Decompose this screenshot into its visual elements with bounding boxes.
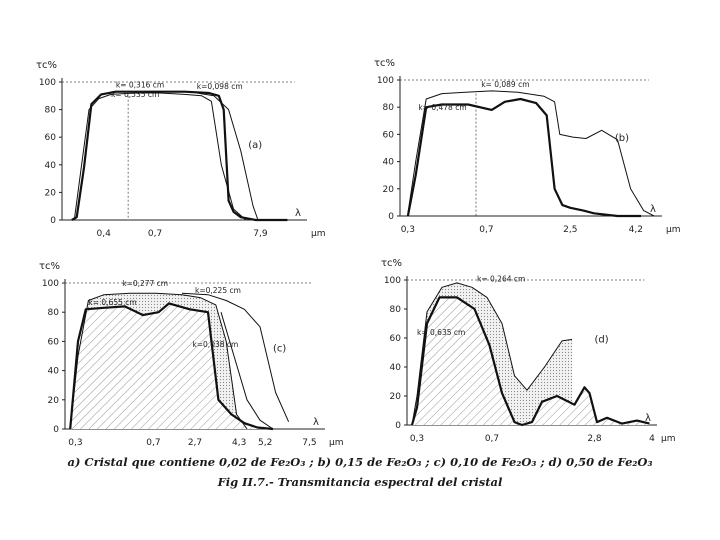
panel-label: (d) [595,334,609,345]
series-label: k= 0,089 cm [481,80,529,89]
y-tick-label: 100 [377,76,394,86]
y-tick-label: 0 [395,421,401,431]
x-tick-label: 2,7 [188,438,202,448]
hatched-area [70,303,273,429]
y-axis-label: τc% [36,60,57,71]
series-line-a-2 [73,92,247,221]
series-label: k=0,277 cm [122,279,168,288]
series-line-b-1 [407,90,655,217]
y-tick-label: 20 [48,396,60,406]
x-tick-label: 5,2 [258,438,272,448]
x-tick-label: 0,7 [146,438,160,448]
series-label: k= 0,264 cm [477,274,525,283]
series-line-d-1 [411,282,573,426]
x-tick-label: 0,4 [96,229,111,239]
y-tick-label: 20 [383,185,395,195]
series-label: k=0,098 cm [197,82,243,91]
y-tick-label: 20 [390,392,402,402]
series-line-a-1 [71,90,288,222]
x-axis-label: λ [650,204,656,215]
x-tick-label: 0,3 [68,438,82,448]
x-tick-label: 4 [649,434,655,444]
series-label: k=0,225 cm [195,286,241,295]
y-tick-label: 40 [383,158,395,168]
x-unit-label: μm [666,225,681,235]
y-tick-label: 60 [45,133,57,143]
y-axis-label: τc% [374,58,395,69]
x-unit-label: μm [311,229,326,239]
x-tick-label: 4,3 [232,438,246,448]
x-tick-label: 7,5 [302,438,316,448]
y-tick-label: 80 [383,103,395,113]
x-tick-label: 0,7 [485,434,499,444]
x-tick-label: 0,3 [401,225,415,235]
panel-label: (c) [273,344,286,355]
y-axis-label: τc% [39,261,60,272]
panel-label: (b) [615,133,629,144]
x-tick-label: 0,3 [410,434,424,444]
y-tick-label: 100 [384,276,401,286]
y-tick-label: 80 [390,305,402,315]
y-tick-label: 20 [45,188,57,198]
y-tick-label: 80 [48,308,60,318]
y-tick-label: 0 [50,216,56,226]
y-tick-label: 0 [53,425,59,435]
x-axis-label: λ [295,208,301,219]
y-tick-label: 60 [390,334,402,344]
series-line-a-3 [196,92,259,221]
y-tick-label: 60 [383,130,395,140]
series-line-d-2 [410,296,650,427]
x-tick-label: 4,2 [629,225,643,235]
panel-label: (a) [248,140,262,151]
x-axis-label: λ [645,413,651,424]
y-tick-label: 40 [45,161,57,171]
y-tick-label: 40 [390,363,402,373]
x-unit-label: μm [329,438,344,448]
x-axis-label: λ [313,417,319,428]
series-label: k=0,038 cm [192,340,238,349]
x-tick-label: 7,9 [253,229,268,239]
y-tick-label: 100 [39,78,56,88]
y-tick-label: 40 [48,367,60,377]
series-label: k= 0,478 cm [418,103,466,112]
x-tick-label: 0,7 [479,225,493,235]
figure-caption-line1: a) Cristal que contiene 0,02 de Fe₂O₃ ; … [67,455,653,469]
x-unit-label: μm [661,434,676,444]
series-label: k= 0,535 cm [111,90,159,99]
chart-panel-c: 0 20 40 60 80 100 τc% 0,3 0,7 2,7 4,3 5,2 7,5 μmλ k=0,… [39,261,344,448]
series-label: k= 0,655 cm [88,298,136,307]
y-tick-label: 100 [42,279,59,289]
chart-panel-b: 0 20 40 60 80 100 τc% 0,3 0,7 2,5 4,2 μmλ k= 0,089 c… [374,58,681,235]
series-label: k= 0,635 cm [417,328,465,337]
chart-panel-d: 0 20 40 60 80 100 τc% 0,3 0,7 2,8 4 μmλ k= 0,264 cm k… [381,258,676,444]
series-line-c-4 [220,312,274,430]
x-tick-label: 0,7 [148,229,162,239]
y-tick-label: 80 [45,106,57,116]
figure-caption-line2: Fig II.7.- Transmitancia espectral del c… [217,475,503,489]
series-line-c-2 [69,302,274,431]
series-line-c-3 [181,292,290,422]
y-axis-label: τc% [381,258,402,269]
y-tick-label: 60 [48,337,60,347]
x-tick-label: 2,5 [563,225,577,235]
x-tick-label: 2,8 [587,434,602,444]
series-label: k= 0,316 cm [116,81,164,90]
y-tick-label: 0 [388,212,394,222]
series-line-b-2 [406,97,641,218]
hatched-area [412,297,650,425]
